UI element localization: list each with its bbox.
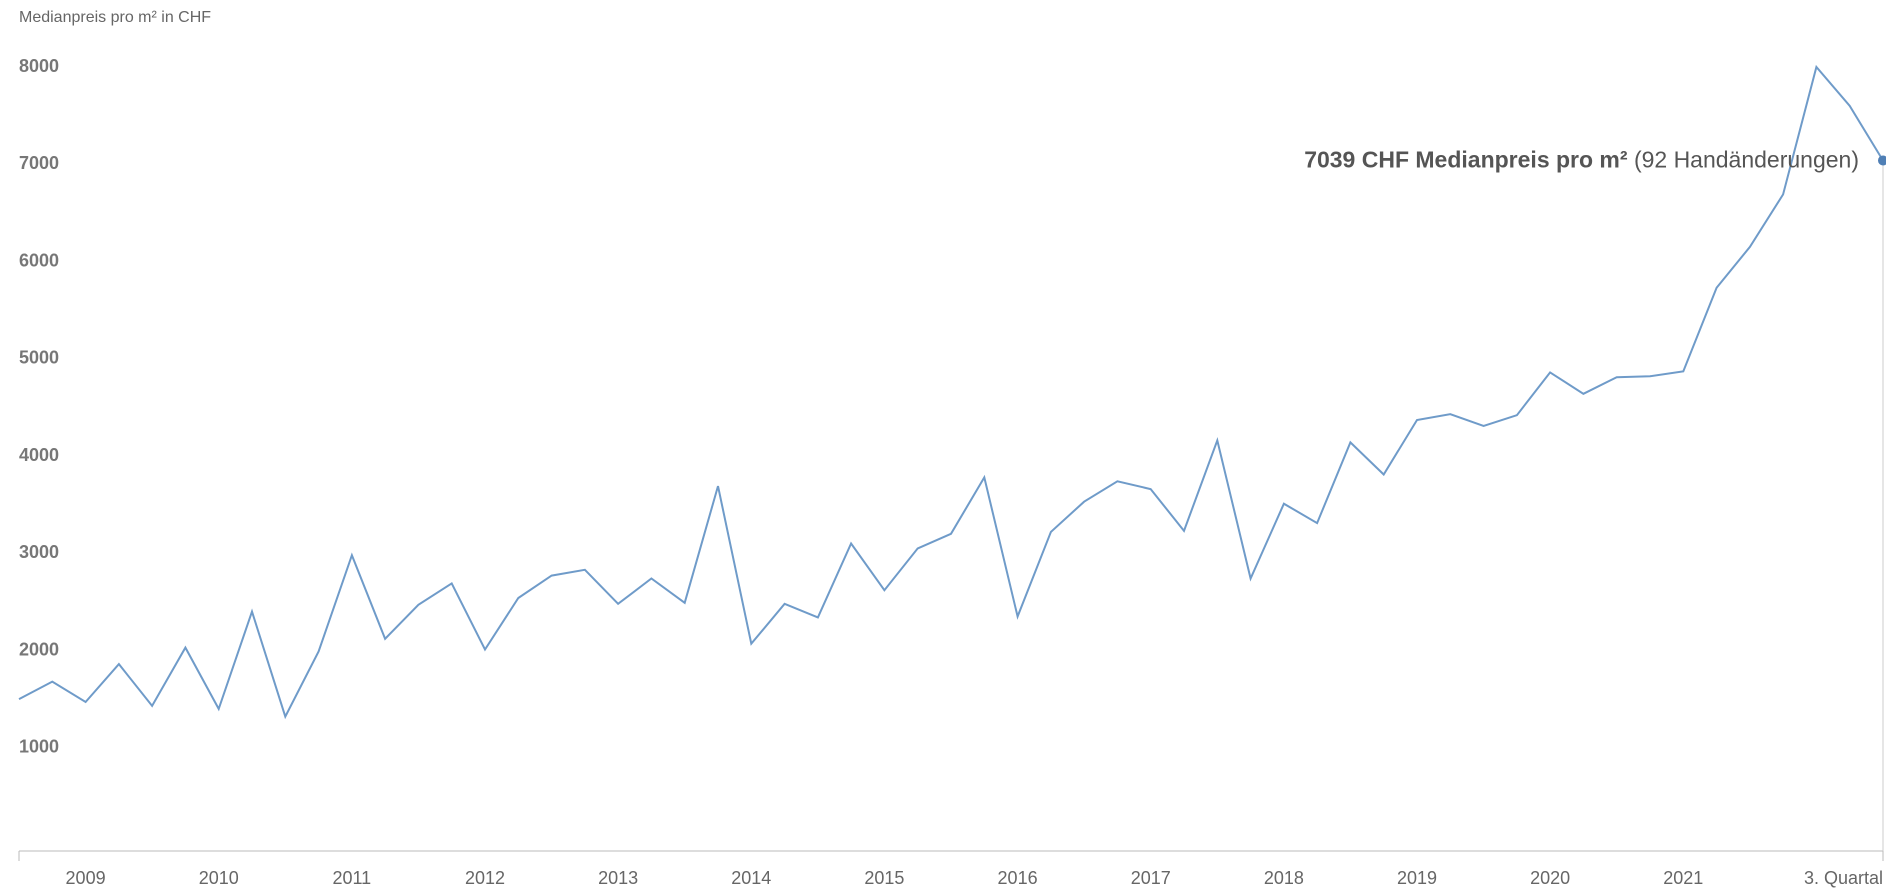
x-tick-label: 2011	[332, 868, 371, 888]
y-tick-label: 3000	[19, 542, 59, 562]
x-tick-label: 2015	[864, 868, 904, 888]
x-tick-label: 2019	[1397, 868, 1437, 888]
y-tick-label: 6000	[19, 250, 59, 270]
x-tick-label: 2021	[1663, 868, 1703, 888]
x-tick-label: 2017	[1131, 868, 1171, 888]
x-tick-label: 2016	[998, 868, 1038, 888]
x-tick-label: 3. Quartal	[1804, 868, 1883, 888]
data-line	[18, 64, 1884, 720]
x-tick-label: 2018	[1264, 868, 1304, 888]
x-tick-label: 2013	[598, 868, 638, 888]
y-tick-label: 8000	[19, 56, 59, 76]
hover-point	[1878, 155, 1886, 166]
x-tick-label: 2012	[465, 868, 505, 888]
y-tick-label: 5000	[19, 348, 59, 368]
x-tick-label: 2010	[199, 868, 239, 888]
annotation-rest: (92 Handänderungen)	[1634, 147, 1859, 173]
x-tick-label: 2020	[1530, 868, 1570, 888]
x-tick-label: 2009	[66, 868, 106, 888]
y-tick-label: 7000	[19, 153, 59, 173]
y-tick-label: 1000	[19, 737, 59, 757]
annotation: 7039 CHF Medianpreis pro m² (92 Handände…	[1304, 147, 1859, 173]
annotation-bold: 7039 CHF Medianpreis pro m²	[1304, 147, 1628, 173]
y-tick-label: 2000	[19, 639, 59, 659]
y-axis-label: Medianpreis pro m² in CHF	[19, 9, 211, 26]
y-tick-label: 4000	[19, 445, 59, 465]
x-tick-label: 2014	[731, 868, 771, 888]
